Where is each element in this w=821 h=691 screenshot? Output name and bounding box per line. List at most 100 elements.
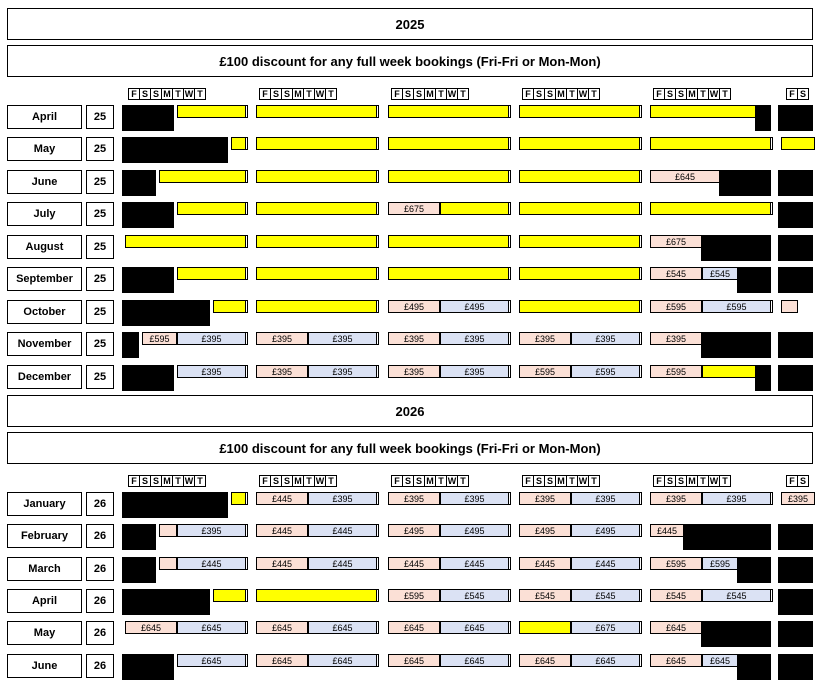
price-band[interactable]: £645 — [388, 621, 440, 634]
price-band[interactable] — [388, 105, 509, 118]
price-band[interactable] — [177, 267, 246, 280]
price-band[interactable]: £645 — [177, 654, 246, 667]
price-band[interactable]: £595 — [571, 365, 640, 378]
price-band[interactable]: £445 — [519, 557, 571, 570]
price-band[interactable] — [256, 105, 377, 118]
price-band[interactable] — [388, 235, 509, 248]
price-band[interactable]: £545 — [650, 589, 702, 602]
price-band[interactable]: £395 — [388, 492, 440, 505]
price-band[interactable]: £645 — [440, 654, 509, 667]
price-band[interactable]: £645 — [308, 654, 377, 667]
price-band[interactable] — [650, 202, 771, 215]
price-band[interactable] — [256, 235, 377, 248]
price-band[interactable]: £445 — [308, 524, 377, 537]
price-band[interactable]: £445 — [308, 557, 377, 570]
price-band[interactable]: £495 — [440, 524, 509, 537]
price-band[interactable] — [702, 365, 756, 378]
price-band[interactable]: £445 — [571, 557, 640, 570]
price-band[interactable]: £395 — [781, 492, 815, 505]
price-band[interactable]: £395 — [650, 332, 702, 345]
price-band[interactable]: £645 — [388, 654, 440, 667]
price-band[interactable]: £645 — [440, 621, 509, 634]
price-band[interactable]: £545 — [440, 589, 509, 602]
price-band[interactable] — [159, 557, 177, 570]
price-band[interactable]: £395 — [440, 492, 509, 505]
price-band[interactable]: £395 — [308, 365, 377, 378]
price-band[interactable]: £645 — [256, 621, 308, 634]
price-band[interactable]: £495 — [388, 300, 440, 313]
price-band[interactable] — [177, 105, 246, 118]
price-band[interactable] — [519, 202, 640, 215]
price-band[interactable]: £445 — [256, 557, 308, 570]
price-band[interactable]: £595 — [702, 300, 771, 313]
price-band[interactable]: £675 — [650, 235, 702, 248]
price-band[interactable]: £395 — [440, 332, 509, 345]
price-band[interactable]: £395 — [177, 365, 246, 378]
price-band[interactable]: £645 — [650, 654, 702, 667]
price-band[interactable] — [440, 202, 509, 215]
price-band[interactable]: £495 — [388, 524, 440, 537]
price-band[interactable] — [519, 170, 640, 183]
price-band[interactable] — [256, 267, 377, 280]
price-band[interactable]: £595 — [388, 589, 440, 602]
price-band[interactable] — [231, 137, 246, 150]
price-band[interactable]: £395 — [308, 332, 377, 345]
price-band[interactable] — [388, 267, 509, 280]
price-band[interactable]: £645 — [571, 654, 640, 667]
price-band[interactable] — [519, 267, 640, 280]
price-band[interactable]: £545 — [519, 589, 571, 602]
price-band[interactable]: £395 — [571, 492, 640, 505]
price-band[interactable]: £395 — [571, 332, 640, 345]
price-band[interactable] — [231, 492, 246, 505]
price-band[interactable]: £395 — [702, 492, 771, 505]
price-band[interactable]: £645 — [177, 621, 246, 634]
price-band[interactable] — [256, 137, 377, 150]
price-band[interactable]: £395 — [519, 492, 571, 505]
price-band[interactable] — [781, 300, 798, 313]
price-band[interactable]: £645 — [650, 621, 702, 634]
price-band[interactable]: £445 — [177, 557, 246, 570]
price-band[interactable]: £595 — [650, 365, 702, 378]
price-band[interactable]: £495 — [519, 524, 571, 537]
price-band[interactable]: £445 — [650, 524, 684, 537]
price-band[interactable]: £445 — [388, 557, 440, 570]
price-band[interactable]: £395 — [177, 332, 246, 345]
price-band[interactable] — [256, 589, 377, 602]
price-band[interactable]: £495 — [571, 524, 640, 537]
price-band[interactable]: £645 — [650, 170, 720, 183]
price-band[interactable]: £395 — [308, 492, 377, 505]
price-band[interactable] — [159, 170, 246, 183]
price-band[interactable]: £395 — [650, 492, 702, 505]
price-band[interactable]: £445 — [256, 524, 308, 537]
price-band[interactable]: £395 — [256, 332, 308, 345]
price-band[interactable] — [388, 170, 509, 183]
price-band[interactable]: £645 — [519, 654, 571, 667]
price-band[interactable] — [519, 300, 640, 313]
price-band[interactable] — [256, 170, 377, 183]
price-band[interactable] — [519, 621, 571, 634]
price-band[interactable] — [650, 105, 756, 118]
price-band[interactable]: £445 — [256, 492, 308, 505]
price-band[interactable] — [213, 300, 246, 313]
price-band[interactable]: £645 — [256, 654, 308, 667]
price-band[interactable] — [519, 137, 640, 150]
price-band[interactable]: £495 — [440, 300, 509, 313]
price-band[interactable] — [159, 524, 177, 537]
price-band[interactable]: £595 — [702, 557, 738, 570]
price-band[interactable]: £545 — [702, 589, 771, 602]
price-band[interactable]: £395 — [440, 365, 509, 378]
price-band[interactable] — [519, 105, 640, 118]
price-band[interactable]: £595 — [142, 332, 177, 345]
price-band[interactable] — [388, 137, 509, 150]
price-band[interactable]: £395 — [388, 365, 440, 378]
price-band[interactable]: £675 — [571, 621, 640, 634]
price-band[interactable] — [256, 202, 377, 215]
price-band[interactable] — [256, 300, 377, 313]
price-band[interactable]: £395 — [388, 332, 440, 345]
price-band[interactable]: £395 — [519, 332, 571, 345]
price-band[interactable]: £595 — [650, 300, 702, 313]
price-band[interactable]: £445 — [440, 557, 509, 570]
price-band[interactable]: £545 — [571, 589, 640, 602]
price-band[interactable] — [177, 202, 246, 215]
price-band[interactable]: £395 — [177, 524, 246, 537]
